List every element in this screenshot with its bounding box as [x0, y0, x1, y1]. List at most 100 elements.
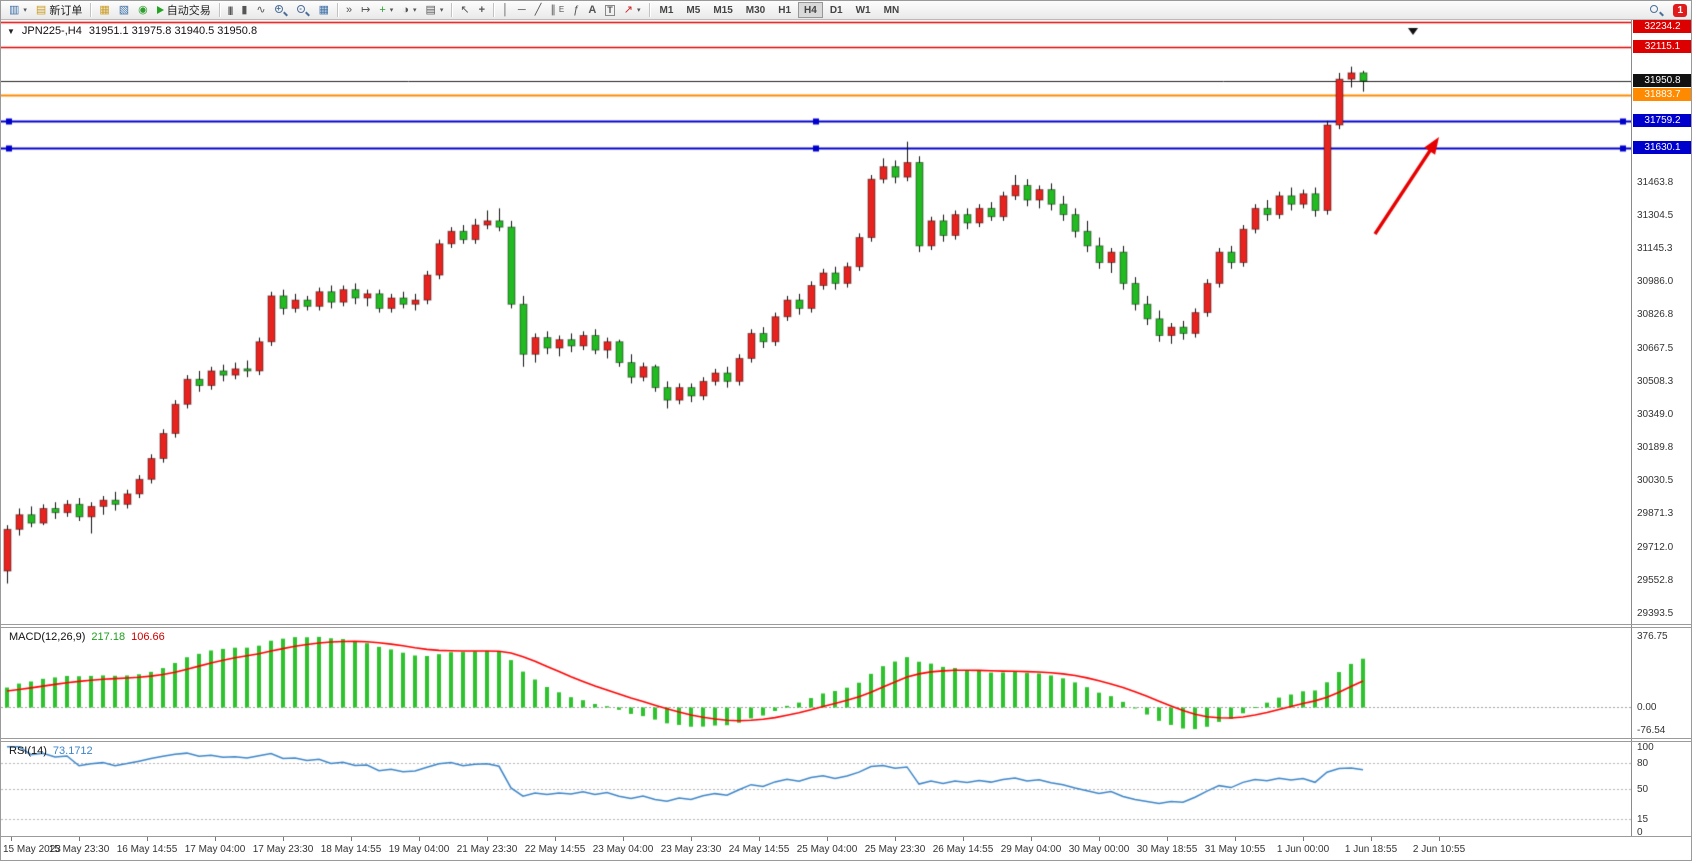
chart-shift-button[interactable]: ↦	[357, 2, 374, 19]
search-icon	[1650, 4, 1664, 17]
periods-button[interactable]: ◑ ▾	[398, 2, 420, 19]
price-scale-label: 30030.5	[1637, 475, 1674, 487]
panel-separator[interactable]	[1, 627, 1691, 628]
time-tick	[147, 837, 148, 841]
auto-scroll-button[interactable]: »	[342, 2, 356, 19]
timeframe-button-d1[interactable]: D1	[824, 2, 849, 18]
time-tick	[11, 837, 12, 841]
price-scale-label: 31145.3	[1637, 242, 1673, 254]
rsi-name: RSI(14)	[9, 745, 47, 757]
rsi-axis-label: 0	[1637, 827, 1643, 838]
time-tick	[1371, 837, 1372, 841]
market-watch-icon: ▦	[99, 3, 110, 16]
data-window-button[interactable]: ▧	[115, 2, 133, 19]
search-button[interactable]	[1646, 2, 1667, 19]
chart-header: ▼ JPN225-,H4 31951.1 31975.8 31940.5 319…	[7, 25, 257, 37]
market-watch-button[interactable]: ▦	[95, 2, 113, 19]
rsi-axis-label: 50	[1637, 784, 1649, 795]
one-click-trading-toggle[interactable]: ▼	[7, 26, 15, 36]
indicators-button[interactable]: + ▾	[375, 2, 397, 19]
time-axis-label: 15 May 23:30	[48, 844, 110, 855]
auto-trading-button[interactable]: 自动交易	[153, 2, 215, 19]
main-chart-canvas[interactable]	[1, 20, 1631, 624]
new-chart-button[interactable]: ▥ ▾	[5, 2, 31, 19]
price-scale-label: 30986.0	[1637, 276, 1674, 288]
channel-icon: ∥	[550, 3, 556, 16]
price-line-tag: 32234.2	[1633, 20, 1691, 33]
time-axis-label: 26 May 14:55	[932, 844, 994, 855]
price-scale-label: 29871.3	[1637, 508, 1674, 520]
templates-button[interactable]: ▤ ▾	[421, 2, 447, 19]
toolbar-separator	[451, 3, 453, 17]
fibonacci-button[interactable]: ƒ	[569, 2, 583, 19]
price-line-tag: 31759.2	[1633, 113, 1691, 127]
candlestick-chart-button[interactable]: ▮	[237, 2, 251, 19]
toolbar-separator	[90, 3, 92, 17]
zoom-in-button[interactable]: +	[271, 2, 292, 19]
time-tick	[827, 837, 828, 841]
notification-badge[interactable]: 1	[1673, 3, 1687, 17]
navigator-icon: ◉	[138, 3, 148, 16]
symbol-period-label: JPN225-,H4	[21, 25, 82, 37]
timeframe-button-m1[interactable]: M1	[654, 2, 680, 18]
new-order-button[interactable]: ▤ 新订单	[32, 2, 86, 19]
tile-windows-icon: ▦	[318, 3, 329, 16]
tile-windows-button[interactable]: ▦	[315, 2, 333, 19]
equidistant-channel-button[interactable]: ∥ E	[546, 2, 568, 19]
timeframe-button-m30[interactable]: M30	[740, 2, 771, 18]
panel-separator[interactable]	[1, 624, 1691, 625]
crosshair-button[interactable]: +	[475, 2, 489, 19]
arrows-tool-button[interactable]: ↗ ▾	[620, 2, 645, 19]
chart-shift-icon: ↦	[361, 3, 371, 16]
price-scale-label: 31304.5	[1637, 209, 1674, 221]
crosshair-icon: +	[478, 3, 486, 16]
timeframe-button-h1[interactable]: H1	[772, 2, 797, 18]
zoom-in-icon: +	[274, 4, 289, 17]
text-icon: A	[588, 3, 597, 16]
horizontal-line-button[interactable]: ─	[514, 2, 530, 19]
time-tick	[555, 837, 556, 841]
macd-signal-value: 106.66	[131, 631, 165, 643]
line-chart-button[interactable]: ∿	[252, 2, 269, 19]
cursor-button[interactable]: ↖	[456, 2, 473, 19]
navigator-button[interactable]: ◉	[134, 2, 152, 19]
zoom-out-button[interactable]: -	[293, 2, 314, 19]
text-label-icon: T	[605, 4, 615, 16]
cursor-icon: ↖	[460, 3, 470, 16]
timeframe-button-mn[interactable]: MN	[878, 2, 906, 18]
panel-separator[interactable]	[1, 738, 1691, 739]
line-chart-icon: ∿	[256, 3, 266, 16]
price-line-tag: 31883.7	[1633, 88, 1691, 102]
toolbar-separator	[218, 3, 220, 17]
timeframe-button-m5[interactable]: M5	[680, 2, 706, 18]
chevron-down-icon: ▾	[636, 7, 641, 14]
panel-separator[interactable]	[1, 741, 1691, 742]
rsi-panel-canvas[interactable]	[1, 742, 1631, 836]
timeframe-button-w1[interactable]: W1	[850, 2, 877, 18]
indicators-plus-icon: +	[379, 3, 386, 16]
vertical-line-icon: │	[502, 3, 509, 16]
rsi-value: 73.1712	[52, 745, 93, 757]
time-axis-label: 21 May 23:30	[456, 844, 518, 855]
auto-scroll-icon: »	[346, 3, 353, 16]
text-label-button[interactable]: T	[601, 2, 619, 19]
candlestick-icon: ▮	[241, 3, 248, 16]
vertical-line-button[interactable]: │	[498, 2, 513, 19]
toolbar: ▥ ▾ ▤ 新订单 ▦ ▧ ◉ 自动交易 ||| ▮ ∿ + - ▦ » ↦ + ▾ …	[1, 1, 1691, 20]
text-button[interactable]: A	[584, 2, 600, 19]
price-axis[interactable]: 31463.8 31304.5 31145.3 30986.0 30826.8 30667…	[1631, 20, 1691, 838]
time-axis[interactable]: 15 May 2023 15 May 23:30 16 May 14:55 17 Ma…	[1, 837, 1691, 860]
time-tick	[1167, 837, 1168, 841]
channel-e-label: E	[558, 5, 565, 14]
macd-panel-canvas[interactable]	[1, 628, 1631, 738]
macd-axis-label: 376.75	[1637, 631, 1668, 642]
time-tick	[215, 837, 216, 841]
time-tick	[759, 837, 760, 841]
timeframe-button-m15[interactable]: M15	[707, 2, 738, 18]
timeframe-button-h4[interactable]: H4	[798, 2, 823, 18]
trendline-button[interactable]: ╱	[531, 2, 546, 19]
price-scale-label: 31463.8	[1637, 176, 1674, 188]
bar-chart-button[interactable]: |||	[224, 2, 237, 19]
time-axis-label: 19 May 04:00	[388, 844, 450, 855]
chevron-down-icon: ▾	[23, 7, 27, 14]
